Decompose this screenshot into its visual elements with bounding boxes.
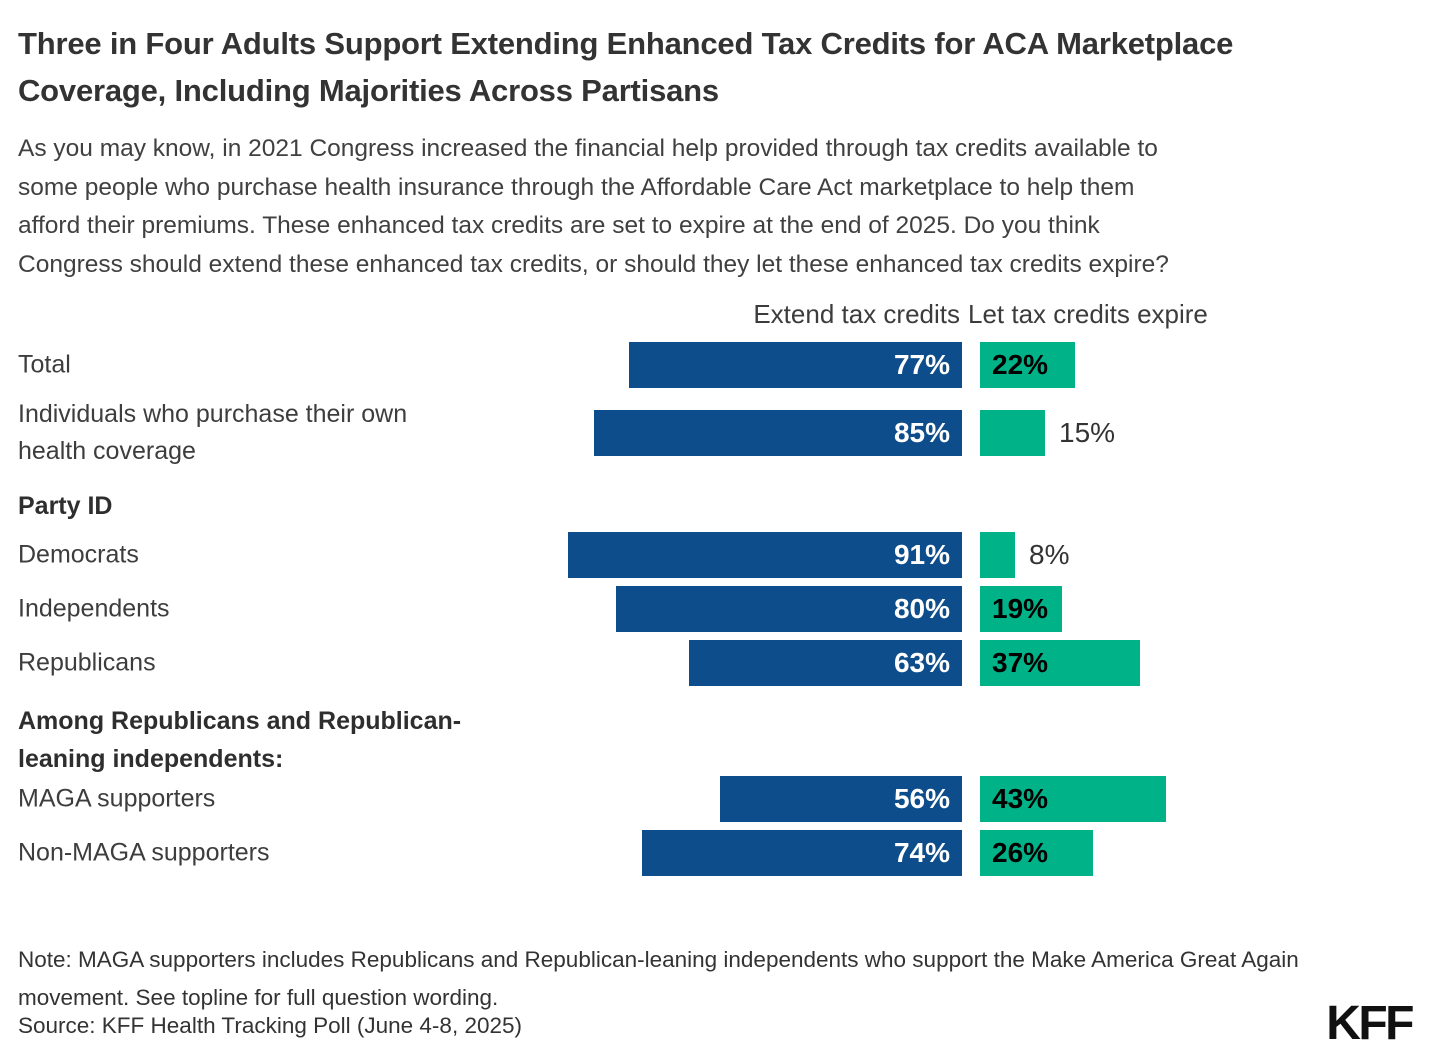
expire-value: 15% [1059,417,1116,448]
category-label: Republicans [18,648,156,677]
extend-value: 91% [893,539,950,570]
category-label: Total [18,350,71,379]
expire-value: 43% [992,783,1049,814]
extend-value: 74% [893,837,950,868]
extend-bar: 77% [629,342,962,388]
category-label: Individuals who purchase their own healt… [18,400,408,465]
extend-bar: 63% [689,640,962,686]
expire-value: 37% [992,647,1049,678]
expire-value: 8% [1029,539,1070,570]
extend-bar: 74% [642,830,962,876]
group-header: Party ID [18,492,113,520]
extend-value: 80% [893,593,950,624]
category-label: Non-MAGA supporters [18,838,270,867]
extend-value: 85% [893,417,950,448]
expire-bar: 22% [980,342,1075,388]
group-header: Among Republicans and Republican- leanin… [18,707,462,773]
expire-value: 19% [992,593,1049,624]
category-label: Independents [18,594,170,623]
expire-bar [980,410,1045,456]
extend-bar: 80% [616,586,962,632]
expire-bar [980,532,1015,578]
source-line: Source: KFF Health Tracking Poll (June 4… [18,1013,522,1038]
expire-value: 22% [992,349,1049,380]
expire-bar: 26% [980,830,1093,876]
expire-bar: 37% [980,640,1140,686]
kff-logo: KFF [1326,997,1414,1050]
extend-value: 77% [893,349,950,380]
extend-bar: 85% [594,410,962,456]
chart-title: Three in Four Adults Support Extending E… [18,26,1234,108]
chart-question-text: As you may know, in 2021 Congress increa… [18,135,1169,278]
category-label: MAGA supporters [18,784,216,813]
footnote: Note: MAGA supporters includes Republica… [18,947,1299,1010]
column-header-extend: Extend tax credits [753,299,960,329]
column-header-expire: Let tax credits expire [968,299,1208,329]
expire-bar: 43% [980,776,1166,822]
extend-bar: 56% [720,776,962,822]
expire-bar: 19% [980,586,1062,632]
extend-bar: 91% [568,532,962,578]
category-label: Democrats [18,540,139,569]
expire-value: 26% [992,837,1049,868]
extend-value: 63% [893,647,950,678]
extend-value: 56% [893,783,950,814]
